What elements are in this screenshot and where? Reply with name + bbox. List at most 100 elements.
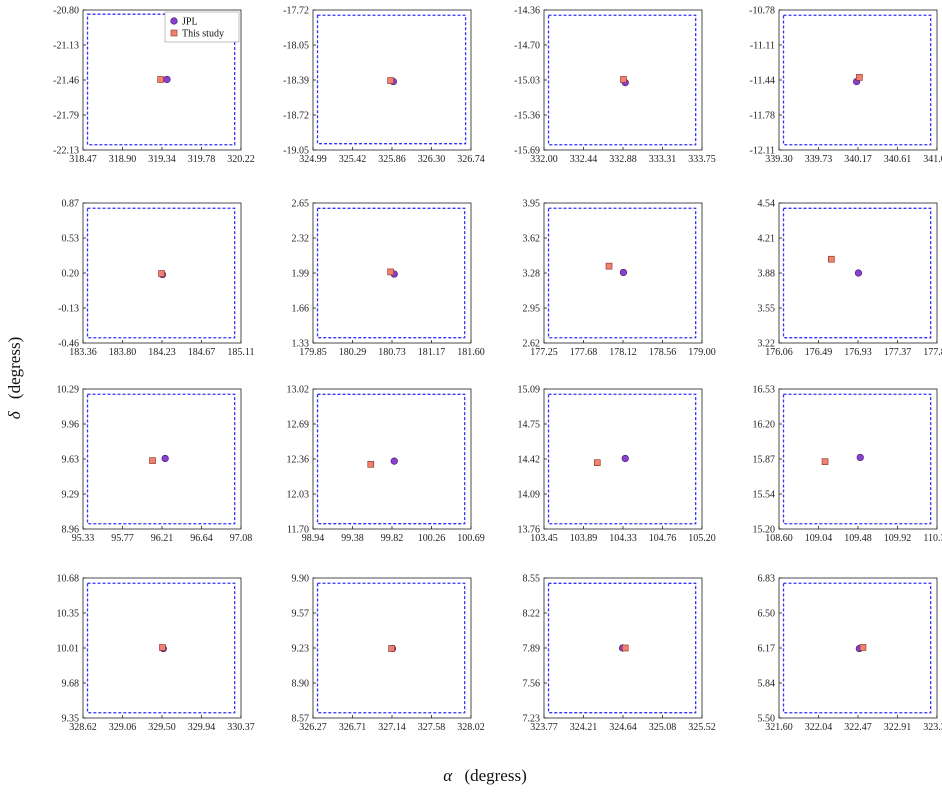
y-tick-label: 7.56 xyxy=(523,679,541,690)
x-tick-label: 328.62 xyxy=(69,722,97,733)
x-tick-label: 179.85 xyxy=(299,347,327,358)
y-tick-label: 12.03 xyxy=(287,490,310,501)
x-tick-label: 340.61 xyxy=(884,154,912,165)
y-tick-label: 9.57 xyxy=(292,609,310,620)
study-point xyxy=(605,262,613,270)
y-tick-label: 4.21 xyxy=(758,234,776,245)
x-tick-label: 100.69 xyxy=(457,533,485,544)
y-tick-label: 8.55 xyxy=(523,574,541,585)
panel-1: 318.47 318.90 319.34 319.78 320.22 -20.80 -21.… xyxy=(53,6,255,166)
x-tick-label: 178.56 xyxy=(649,347,677,358)
y-tick-label: 10.35 xyxy=(57,609,80,620)
y-tick-label: -20.80 xyxy=(53,6,79,17)
x-tick-label: 323.35 xyxy=(923,722,942,733)
error-box xyxy=(782,207,932,339)
y-tick-label: -11.11 xyxy=(750,41,775,52)
y-tick-label: 15.87 xyxy=(753,455,776,466)
y-axis-unit: (degress) xyxy=(5,337,24,399)
x-tick-label: 181.17 xyxy=(418,347,446,358)
jpl-point xyxy=(619,268,628,277)
x-tick-label: 322.47 xyxy=(844,722,872,733)
x-tick-label: 95.77 xyxy=(111,533,134,544)
x-tick-label: 185.11 xyxy=(227,347,254,358)
y-tick-label: 3.55 xyxy=(758,304,776,315)
x-tick-label: 329.06 xyxy=(109,722,137,733)
y-tick-label: 9.23 xyxy=(292,644,310,655)
x-tick-label: 176.06 xyxy=(765,347,793,358)
y-tick-label: 14.42 xyxy=(518,455,541,466)
study-point xyxy=(388,645,395,652)
x-tick-label: 339.30 xyxy=(765,154,793,165)
x-tick-label: 110.35 xyxy=(923,533,942,544)
error-box xyxy=(316,393,466,525)
study-point xyxy=(367,461,375,468)
x-tick-label: 104.76 xyxy=(649,533,677,544)
error-box xyxy=(316,207,466,339)
y-tick-label: 0.20 xyxy=(62,269,80,280)
y-tick-label: 9.63 xyxy=(62,455,80,466)
jpl-point xyxy=(163,75,171,84)
x-tick-label: 180.29 xyxy=(339,347,367,358)
x-tick-label: 177.81 xyxy=(923,347,942,358)
y-tick-label: 3.95 xyxy=(523,199,541,210)
y-tick-label: 10.01 xyxy=(57,644,80,655)
x-tick-label: 177.37 xyxy=(884,347,912,358)
y-tick-label: -18.05 xyxy=(283,41,309,52)
error-box xyxy=(86,393,236,525)
x-tick-label: 95.33 xyxy=(72,533,95,544)
x-tick-label: 322.04 xyxy=(805,722,833,733)
y-tick-label: 9.68 xyxy=(62,679,80,690)
x-tick-label: 318.90 xyxy=(109,154,137,165)
y-tick-label: 3.62 xyxy=(523,234,541,245)
y-tick-label: 11.70 xyxy=(287,525,309,536)
y-tick-label: -17.72 xyxy=(283,6,309,17)
x-tick-label: 177.68 xyxy=(570,347,598,358)
panel-10: 98.94 99.38 99.82 100.26 100.69 13.02 12.69 12.… xyxy=(287,385,485,545)
x-tick-label: 325.52 xyxy=(688,722,716,733)
error-box xyxy=(547,207,697,339)
study-point xyxy=(593,459,601,466)
x-tick-label: 333.31 xyxy=(649,154,677,165)
y-tick-label: -0.13 xyxy=(58,304,79,315)
x-tick-label: 181.60 xyxy=(457,347,485,358)
y-tick-label: 6.50 xyxy=(758,609,776,620)
y-tick-label: -21.13 xyxy=(53,41,79,52)
x-tick-label: 109.04 xyxy=(805,533,833,544)
x-tick-label: 105.20 xyxy=(688,533,716,544)
panel-9: 95.33 95.77 96.21 96.64 97.08 10.29 9.96 9.63 9.… xyxy=(57,385,253,545)
y-tick-label: 2.32 xyxy=(292,234,310,245)
y-tick-label: 13.02 xyxy=(287,385,310,396)
jpl-point xyxy=(621,454,629,463)
y-tick-label: 15.09 xyxy=(518,385,541,396)
y-tick-label: 6.83 xyxy=(758,574,776,585)
jpl-point xyxy=(854,269,863,277)
study-point xyxy=(856,74,863,81)
y-tick-label: 10.68 xyxy=(57,574,80,585)
x-tick-label: 319.34 xyxy=(148,154,176,165)
study-point xyxy=(620,76,627,83)
y-tick-label: 2.95 xyxy=(523,304,541,315)
error-box xyxy=(316,14,467,145)
x-tick-label: 183.80 xyxy=(109,347,137,358)
y-tick-label: 15.54 xyxy=(753,490,776,501)
y-tick-label: 14.09 xyxy=(518,490,541,501)
legend-jpl-marker xyxy=(170,17,178,25)
x-tick-label: 180.73 xyxy=(378,347,406,358)
x-tick-label: 326.71 xyxy=(339,722,367,733)
x-tick-label: 321.60 xyxy=(765,722,793,733)
y-tick-label: 3.88 xyxy=(758,269,776,280)
panel-2: 324.99 325.42 325.86 326.30 326.74 -17.72 -18.… xyxy=(283,6,485,166)
x-tick-label: 325.08 xyxy=(649,722,677,733)
x-tick-label: 332.88 xyxy=(609,154,637,165)
study-point xyxy=(387,77,394,84)
y-tick-label: 1.33 xyxy=(292,339,310,350)
x-tick-label: 326.27 xyxy=(299,722,327,733)
x-tick-label: 179.00 xyxy=(688,347,716,358)
y-tick-label: 8.22 xyxy=(523,609,541,620)
y-tick-label: 12.36 xyxy=(287,455,310,466)
x-axis-unit: (degress) xyxy=(464,766,526,785)
panel-5: 183.36 183.80 184.23 184.67 185.11 0.87 0.53 0.… xyxy=(58,199,254,359)
panels-grid: 318.47 318.90 319.34 319.78 320.22 -20.80 -21.… xyxy=(53,6,942,734)
y-tick-label: 8.57 xyxy=(292,714,310,725)
